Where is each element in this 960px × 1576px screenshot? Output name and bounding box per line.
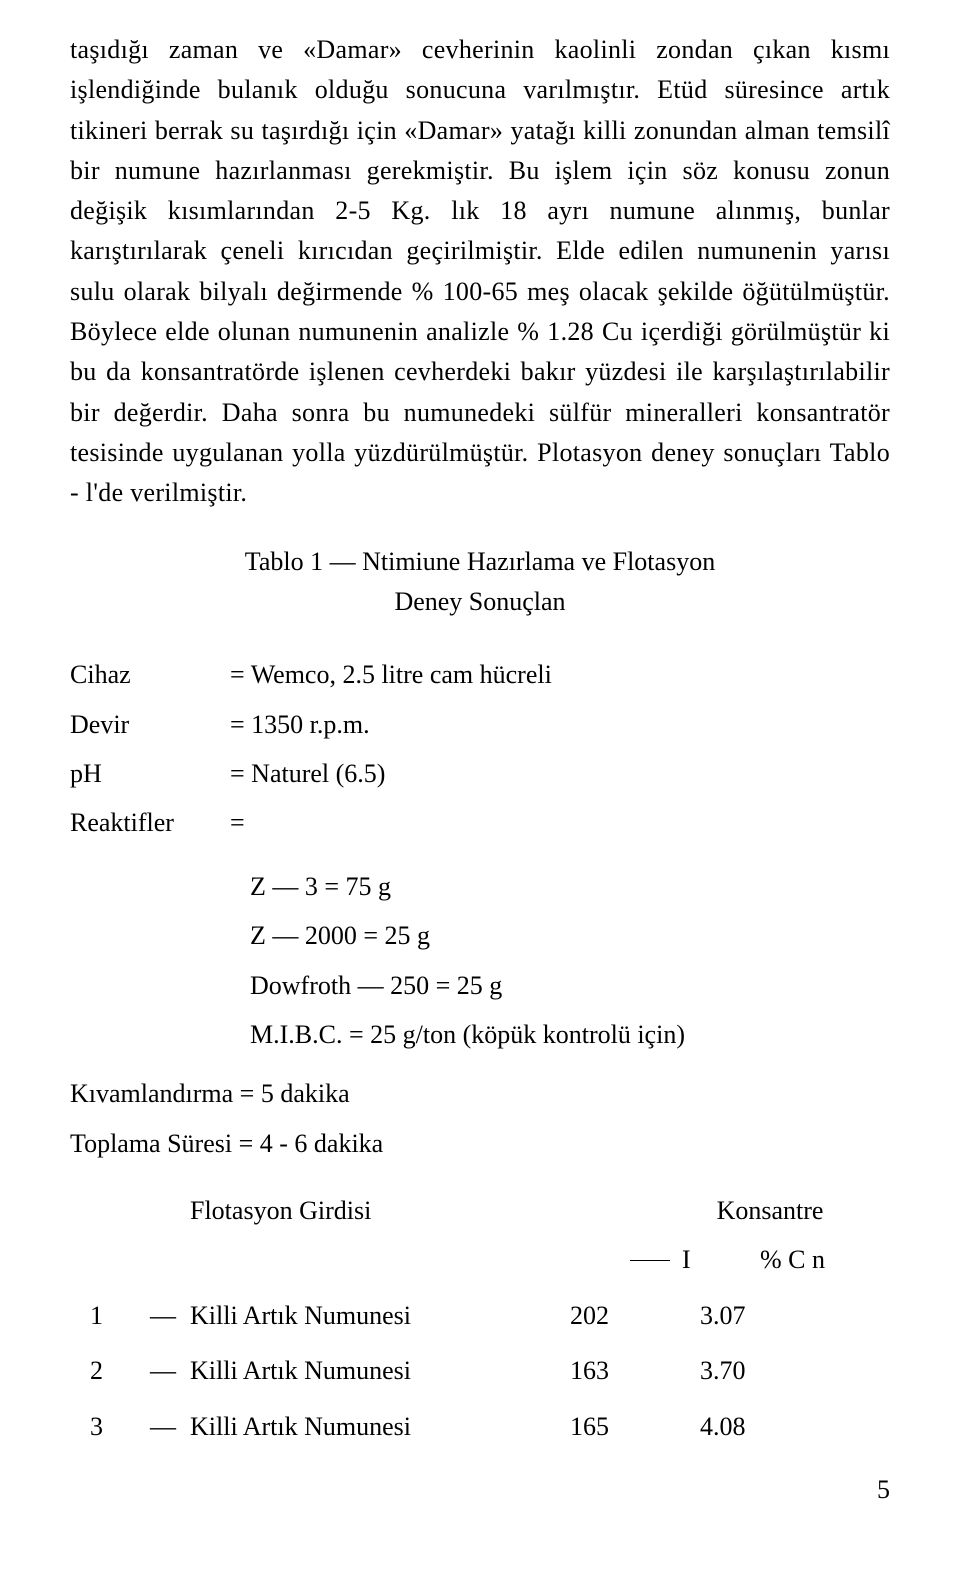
- header-col-cn: % C n: [760, 1235, 890, 1284]
- header-girdi: Flotasyon Girdisi: [70, 1186, 630, 1285]
- param-label: Devir: [70, 700, 230, 749]
- reagent-item: M.I.B.C. = 25 g/ton (köpük kontrolü için…: [250, 1010, 890, 1059]
- header-col-i: I: [682, 1235, 691, 1284]
- header-konsantre: Konsantre: [630, 1186, 890, 1235]
- row-val1: 202: [570, 1291, 700, 1340]
- param-label: Reaktifler: [70, 798, 230, 847]
- body-paragraph: taşıdığı zaman ve «Damar» cevherinin kao…: [70, 30, 890, 514]
- reagent-item: Dowfroth — 250 = 25 g: [250, 961, 890, 1010]
- reagent-item: Z — 3 = 75 g: [250, 862, 890, 911]
- param-label: Cihaz: [70, 650, 230, 699]
- extra-params: Kıvamlandırma = 5 dakika Toplama Süresi …: [70, 1069, 890, 1168]
- parameters-block: Cihaz = Wemco, 2.5 litre cam hücreli Dev…: [70, 650, 890, 848]
- table-title-line1: Tablo 1 — Ntimiune Hazırlama ve Flotasyo…: [245, 547, 715, 576]
- row-number: 1: [70, 1291, 150, 1340]
- header-konsantre-group: Konsantre I % C n: [630, 1186, 890, 1285]
- row-number: 3: [70, 1402, 150, 1451]
- param-devir: Devir = 1350 r.p.m.: [70, 700, 890, 749]
- row-number: 2: [70, 1346, 150, 1395]
- param-cihaz: Cihaz = Wemco, 2.5 litre cam hücreli: [70, 650, 890, 699]
- row-label: Killi Artık Numunesi: [190, 1291, 570, 1340]
- table-row: 3 — Killi Artık Numunesi 165 4.08: [70, 1402, 890, 1451]
- reagents-list: Z — 3 = 75 g Z — 2000 = 25 g Dowfroth — …: [250, 862, 890, 1060]
- underline-icon: [630, 1260, 670, 1261]
- param-toplama: Toplama Süresi = 4 - 6 dakika: [70, 1119, 890, 1168]
- param-value: =: [230, 798, 890, 847]
- param-kivam: Kıvamlandırma = 5 dakika: [70, 1069, 890, 1118]
- page-number: 5: [70, 1475, 890, 1505]
- param-ph: pH = Naturel (6.5): [70, 749, 890, 798]
- table-row: 1 — Killi Artık Numunesi 202 3.07: [70, 1291, 890, 1340]
- param-value: = Wemco, 2.5 litre cam hücreli: [230, 650, 890, 699]
- row-label: Killi Artık Numunesi: [190, 1402, 570, 1451]
- row-dash: —: [150, 1346, 190, 1395]
- row-val2: 4.08: [700, 1402, 830, 1451]
- row-val2: 3.70: [700, 1346, 830, 1395]
- table-title-line2: Deney Sonuçlan: [394, 587, 565, 616]
- param-label: pH: [70, 749, 230, 798]
- table-header: Flotasyon Girdisi Konsantre I % C n: [70, 1186, 890, 1285]
- row-val1: 165: [570, 1402, 700, 1451]
- param-value: = Naturel (6.5): [230, 749, 890, 798]
- param-reaktifler: Reaktifler =: [70, 798, 890, 847]
- row-val2: 3.07: [700, 1291, 830, 1340]
- table-title: Tablo 1 — Ntimiune Hazırlama ve Flotasyo…: [70, 542, 890, 623]
- row-label: Killi Artık Numunesi: [190, 1346, 570, 1395]
- row-dash: —: [150, 1402, 190, 1451]
- row-val1: 163: [570, 1346, 700, 1395]
- table-row: 2 — Killi Artık Numunesi 163 3.70: [70, 1346, 890, 1395]
- reagent-item: Z — 2000 = 25 g: [250, 911, 890, 960]
- param-value: = 1350 r.p.m.: [230, 700, 890, 749]
- data-table: Flotasyon Girdisi Konsantre I % C n 1 — …: [70, 1186, 890, 1451]
- row-dash: —: [150, 1291, 190, 1340]
